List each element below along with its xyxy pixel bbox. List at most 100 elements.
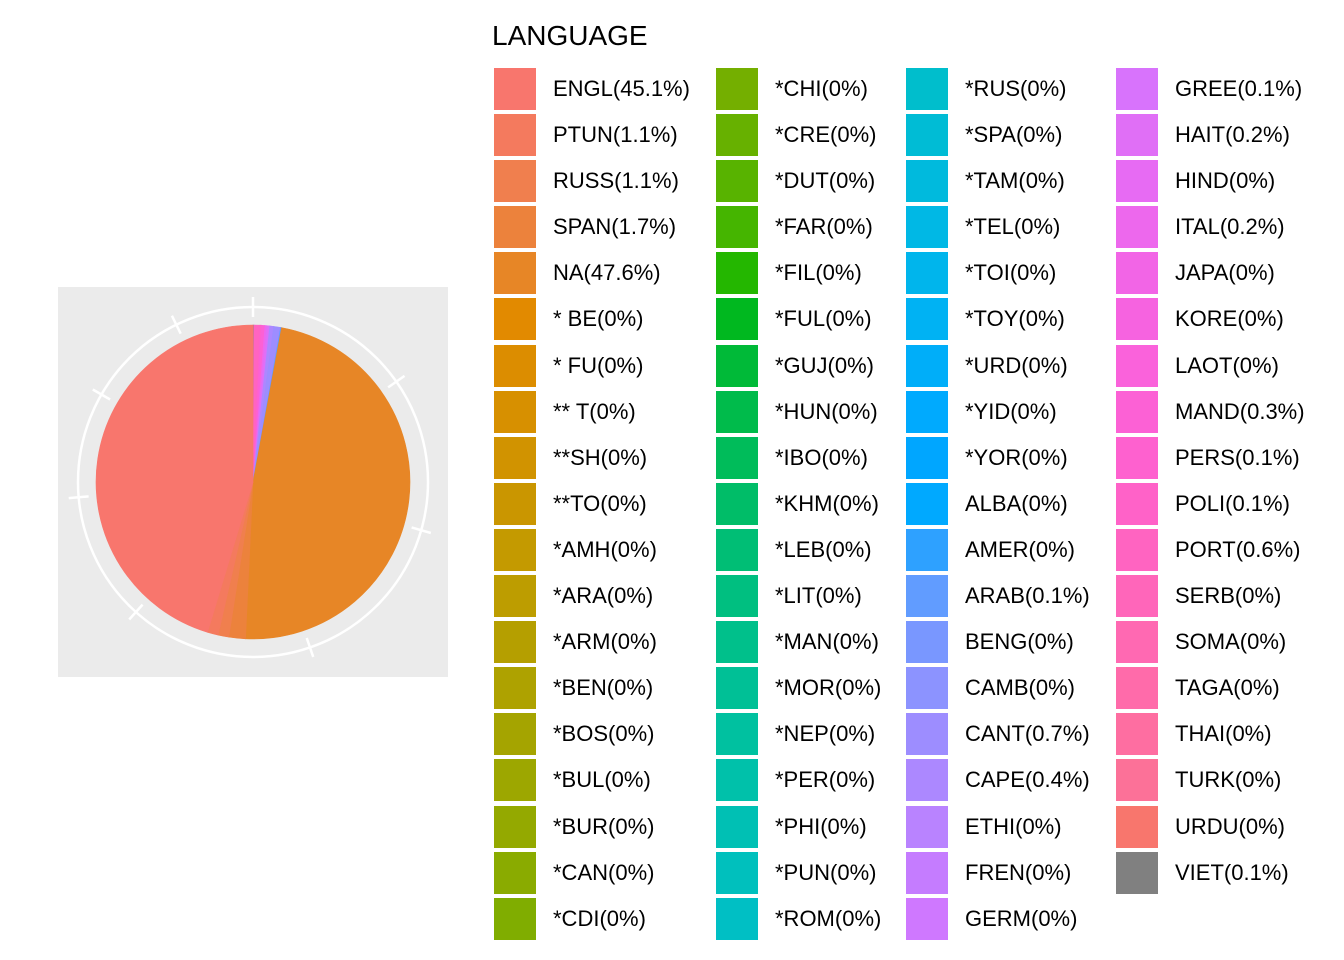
legend-swatch [716,114,758,157]
grid-spoke-6 [92,388,111,401]
legend-swatch [906,160,948,203]
legend-label: *URD(0%) [965,352,1068,378]
legend-label: *RUS(0%) [965,76,1067,101]
legend-swatch [716,528,758,571]
legend-swatch [906,114,948,157]
legend-label: THAI(0%) [1175,721,1272,747]
legend-label: PORT(0.6%) [1175,536,1301,562]
legend-label: *ROM(0%) [775,905,882,931]
pie-slice-engl [95,324,254,633]
legend-label: POLI(0.1%) [1175,490,1290,516]
legend-swatch [716,482,758,525]
legend-swatch [494,482,536,525]
legend-swatch [1116,68,1158,110]
legend-swatch [716,759,758,802]
legend-swatch [906,298,948,341]
legend-swatch [906,621,948,664]
legend-swatch [716,390,758,433]
legend-swatch [906,805,948,848]
legend-label: ENGL(45.1%) [553,76,690,101]
legend-label: *PER(0%) [775,767,876,793]
legend-label: CAMB(0%) [965,675,1076,701]
legend-label: *CDI(0%) [553,905,646,931]
legend-swatch [494,252,536,295]
legend-label: *TAM(0%) [965,168,1065,194]
legend-swatch [1116,575,1158,618]
legend-label: MAND(0.3%) [1175,398,1305,424]
legend-label: CANT(0.7%) [965,721,1090,747]
legend-swatch [1116,482,1158,525]
legend-swatch [906,713,948,756]
legend-swatch [1116,298,1158,341]
legend-label: *TEL(0%) [965,214,1061,240]
legend-swatch [494,436,536,479]
legend-label: KORE(0%) [1175,306,1284,332]
legend-label: SERB(0%) [1175,583,1282,609]
legend-swatch [906,206,948,249]
grid-spoke-4 [128,603,144,621]
legend-swatch [716,298,758,341]
legend-swatch [1116,390,1158,433]
legend-swatch [716,713,758,756]
legend-label: HAIT(0.2%) [1175,122,1290,148]
legend-label: ALBA(0%) [965,490,1068,516]
legend-swatch [906,436,948,479]
legend-label: *LEB(0%) [775,536,872,562]
legend-label: PERS(0.1%) [1175,444,1300,470]
legend-label: *TOI(0%) [965,260,1057,286]
legend-swatch [716,68,758,110]
legend-swatch [494,897,536,940]
legend-swatch [716,667,758,710]
legend-swatch [494,528,536,571]
legend-swatch [716,897,758,940]
grid-spoke-3 [305,637,315,658]
legend-label: *FAR(0%) [775,214,873,240]
grid-spoke-2 [411,526,432,535]
legend-label: * BE(0%) [553,306,644,332]
legend-label: * FU(0%) [553,352,644,378]
legend-swatch [906,482,948,525]
legend-swatch [494,114,536,157]
legend-swatch [906,528,948,571]
legend-label: *HUN(0%) [775,398,878,424]
legend-label: *MAN(0%) [775,629,879,655]
legend-swatch [906,252,948,295]
legend-swatch [906,759,948,802]
legend-swatch [494,68,536,110]
legend-swatch [906,667,948,710]
pie-chart [58,287,448,677]
legend-swatch [716,851,758,894]
legend-label: TURK(0%) [1175,767,1282,793]
legend-label: GREE(0.1%) [1175,76,1303,101]
legend-title: LANGUAGE [492,20,648,51]
legend-label: SPAN(1.7%) [553,214,677,240]
legend-label: *LIT(0%) [775,583,862,609]
legend-swatch [716,344,758,387]
legend-label: *TOY(0%) [965,306,1065,332]
legend-swatch [1116,114,1158,157]
legend-label: ARAB(0.1%) [965,583,1090,609]
legend-label: *YID(0%) [965,398,1057,424]
legend-swatch [494,851,536,894]
legend-label: SOMA(0%) [1175,629,1287,655]
legend-label: *FIL(0%) [775,260,862,286]
legend-label: RUSS(1.1%) [553,168,679,194]
legend-swatch [1116,160,1158,203]
legend-swatch [1116,528,1158,571]
grid-spoke-7 [170,315,182,335]
legend-swatch [716,621,758,664]
legend-label: **SH(0%) [553,444,648,470]
pie-slices [95,324,411,640]
legend-label: ETHI(0%) [965,813,1062,839]
legend-swatch [906,897,948,940]
legend-swatch [1116,851,1158,894]
legend-label: *BUR(0%) [553,813,655,839]
grid-spoke-5 [68,495,89,500]
legend-label: *CHI(0%) [775,76,868,101]
legend-swatch [494,344,536,387]
grid-spoke-1 [387,374,406,389]
legend-label: *SPA(0%) [965,122,1063,148]
legend-swatch [1116,713,1158,756]
legend-label: *MOR(0%) [775,675,882,701]
legend-label: PTUN(1.1%) [553,122,678,148]
